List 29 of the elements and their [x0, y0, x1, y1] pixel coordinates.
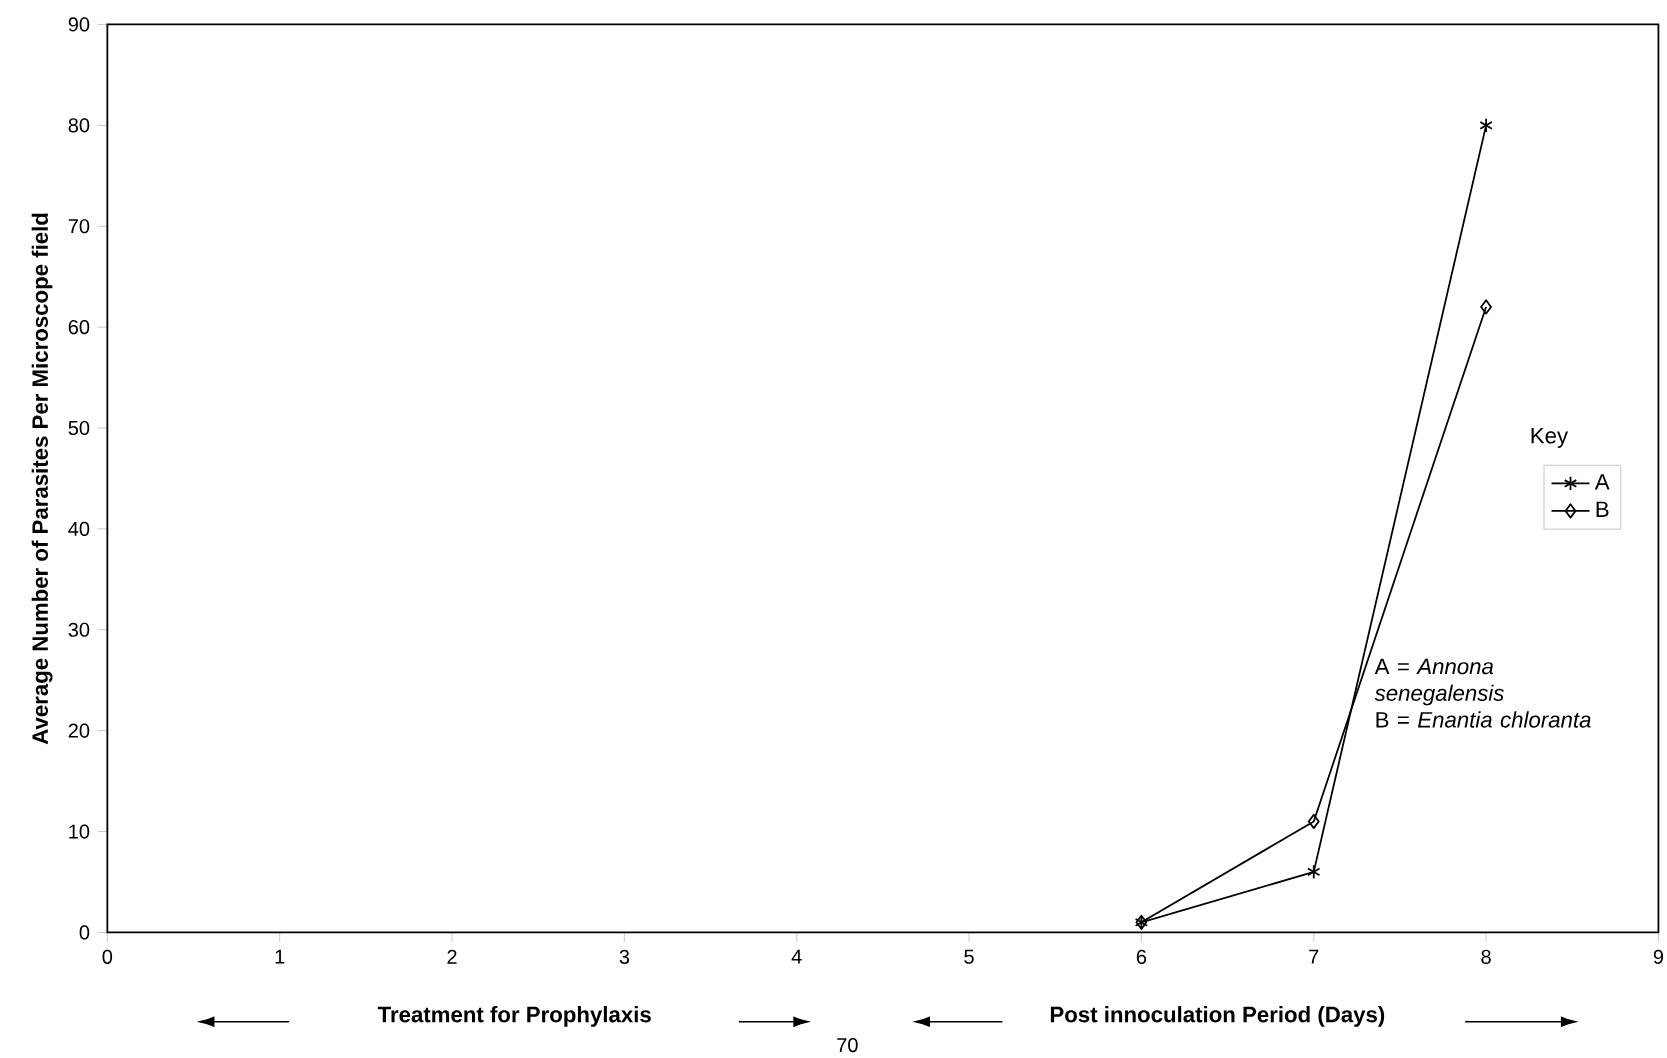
y-tick-label: 90 [68, 17, 90, 32]
x-tick-label: 0 [102, 949, 113, 964]
y-tick-label: 10 [69, 824, 90, 839]
y-tick-label: 50 [68, 420, 90, 436]
y-tick-label: 40 [68, 521, 90, 536]
legend-title: Key [1531, 427, 1569, 448]
x-tick-label: 6 [1136, 949, 1147, 964]
text: Treatment for Prophylaxis [377, 1006, 651, 1027]
y-tick-label: 70 [68, 219, 90, 234]
x-tick-label: 2 [447, 949, 457, 964]
x-tick-label: 5 [964, 949, 974, 964]
x-tick-label: 7 [1309, 949, 1319, 964]
x-tick-label: 3 [619, 949, 630, 964]
y-tick-label: 80 [68, 118, 90, 133]
text: 70 [837, 1038, 858, 1053]
annotation: B = Enantia chloranta [1376, 711, 1591, 728]
legend-label: A [1594, 474, 1610, 490]
text: Post innoculation Period (Days) [1050, 1006, 1385, 1027]
legend-label: B [1596, 501, 1609, 517]
annotation: A = Annona senegalensis [1374, 658, 1504, 706]
y-tick-label: 20 [68, 723, 90, 738]
x-tick-label: 1 [275, 949, 285, 964]
x-tick-label: 8 [1481, 949, 1491, 964]
y-tick-label: 0 [79, 925, 90, 940]
y-tick-label: 30 [68, 622, 90, 637]
x-tick-label: 9 [1653, 949, 1664, 964]
x-tick-label: 4 [791, 949, 802, 964]
y-tick-label: 60 [68, 320, 90, 335]
y-axis-title: Average Number of Parasites Per Microscope field [31, 213, 53, 745]
